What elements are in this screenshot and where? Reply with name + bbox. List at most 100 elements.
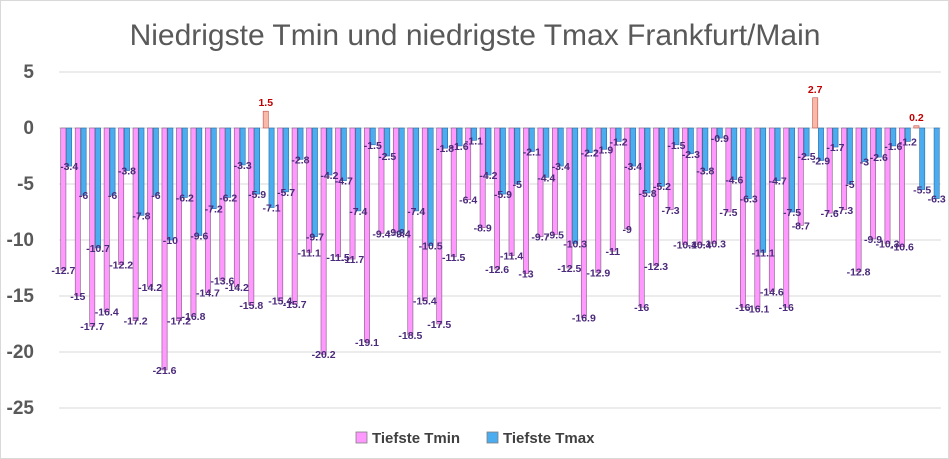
bar-tmax <box>543 127 550 178</box>
bar-tmin <box>508 127 515 256</box>
bar-tmax <box>196 127 203 236</box>
data-label-tmin: -11 <box>605 246 620 258</box>
bar-tmax <box>803 127 810 157</box>
data-label-tmin: -15.4 <box>268 295 292 307</box>
bar-tmax <box>499 127 506 195</box>
bar-series <box>60 97 940 371</box>
bar-tmin <box>291 127 298 305</box>
bar-tmin <box>566 127 573 269</box>
data-label-tmax: -7.5 <box>783 207 801 219</box>
data-labels: -12.7 -15 -17.7 -16.4 -12.2 -17.2 -14.2 -21.6 -1… <box>51 84 946 377</box>
bar-tmin <box>523 127 529 274</box>
bar-tmin <box>118 127 125 265</box>
bar-tmax <box>109 127 116 196</box>
bar-tmax <box>485 127 492 176</box>
bar-tmin <box>306 127 313 253</box>
data-label-tmax: -6 <box>108 190 117 202</box>
data-label-tmin: -15.7 <box>283 299 307 311</box>
bar-tmax <box>890 127 897 147</box>
data-label-tmin: -10.3 <box>876 238 900 250</box>
data-label-tmin: -16.8 <box>181 311 205 323</box>
data-label-tmax: -2.3 <box>682 149 700 161</box>
bar-tmax <box>138 127 145 216</box>
bar-tmin <box>768 127 775 292</box>
data-label-tmin: -13.6 <box>210 275 234 287</box>
bar-tmax <box>442 127 448 149</box>
bar-tmax <box>875 127 882 158</box>
data-label-tmax: -7.1 <box>263 203 281 215</box>
chart-title: Niedrigste Tmin und niedrigste Tmax Fran… <box>130 19 821 52</box>
bar-tmax <box>413 127 420 212</box>
bar-tmin <box>667 127 674 211</box>
data-label-tmax: -2.1 <box>523 147 541 159</box>
bar-tmax <box>225 127 232 198</box>
bar-tmin <box>219 127 226 281</box>
data-label-tmax: -10 <box>163 235 178 247</box>
data-label-tmin: -12.8 <box>847 266 871 278</box>
data-label-tmin: -11.5 <box>326 252 350 264</box>
data-label-tmin: -11.1 <box>297 247 321 259</box>
data-label-tmax: -4.2 <box>479 170 497 182</box>
data-label-tmin: -9 <box>623 224 632 236</box>
bar-tmax <box>919 127 926 190</box>
bar-tmin <box>624 127 631 230</box>
bar-tmin <box>349 127 356 260</box>
bar-tmin <box>132 127 139 321</box>
data-label-tmax: -3.8 <box>696 166 714 178</box>
bar-tmax <box>80 127 87 196</box>
data-label-tmax: -1.7 <box>826 142 844 154</box>
data-label-tmax: -2.9 <box>812 155 830 167</box>
data-label-tmin: 2.7 <box>808 84 823 96</box>
bar-tmin <box>335 127 341 258</box>
bar-tmin <box>392 127 399 233</box>
bar-tmin <box>638 127 645 308</box>
data-label-tmin: -12.6 <box>485 264 509 276</box>
data-label-tmax: -7.2 <box>205 204 223 216</box>
data-label-tmin: -16 <box>735 302 750 314</box>
bar-tmin <box>378 127 385 234</box>
data-label-tmax: -2.2 <box>581 148 599 160</box>
data-label-tmax: -5.5 <box>913 185 931 197</box>
data-label-tmax: -1.5 <box>364 140 382 152</box>
data-label-tmax: -11.1 <box>751 247 775 259</box>
bar-tmax <box>933 127 940 199</box>
bar-tmin <box>436 127 443 325</box>
bar-tmin <box>89 127 96 327</box>
data-label-tmin: -18.5 <box>398 330 422 342</box>
bar-tmin <box>450 127 457 258</box>
data-label-tmax: -5.8 <box>638 188 656 200</box>
bar-tmin <box>190 127 197 317</box>
data-label-tmin: -15.8 <box>239 300 263 312</box>
data-label-tmin: -14.2 <box>225 282 249 294</box>
bar-tmax <box>601 127 608 150</box>
data-label-tmin: -12.7 <box>51 265 75 277</box>
y-tick-label: 0 <box>23 118 34 139</box>
data-label-tmin: -20.2 <box>312 349 336 361</box>
bar-tmin <box>248 127 255 306</box>
data-label-tmin: -10.6 <box>890 242 914 254</box>
data-label-tmin: -12.9 <box>586 267 610 279</box>
bar-tmax <box>702 127 709 171</box>
data-label-tmax: -3 <box>860 157 869 169</box>
y-tick-label: 5 <box>23 62 34 83</box>
bar-tmin <box>783 127 790 308</box>
bar-tmin <box>595 127 602 273</box>
bar-tmin <box>147 127 153 288</box>
bar-tmin <box>899 127 905 248</box>
bar-tmax <box>760 127 767 253</box>
bar-tmin <box>812 97 819 129</box>
bar-tmax <box>731 127 738 180</box>
bar-tmax <box>369 127 376 146</box>
bar-tmax <box>904 127 911 142</box>
bar-tmin <box>537 127 544 237</box>
data-label-tmin: -16 <box>634 302 649 314</box>
y-tick-label: -15 <box>7 286 35 307</box>
bar-tmin <box>711 127 717 244</box>
data-label-tmin: -16.9 <box>572 312 596 324</box>
data-label-tmax: -7.4 <box>407 206 425 218</box>
data-label-tmin: 0.2 <box>909 112 924 124</box>
bar-tmin <box>580 127 587 318</box>
data-label-tmax: -5 <box>513 179 522 191</box>
bar-tmax <box>557 127 564 167</box>
